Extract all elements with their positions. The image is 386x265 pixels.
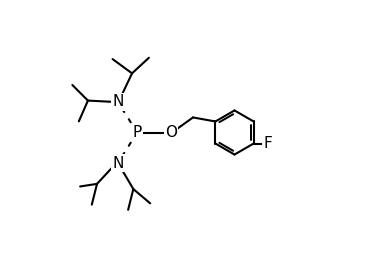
- Text: N: N: [112, 156, 124, 171]
- Text: P: P: [133, 125, 142, 140]
- Text: O: O: [165, 125, 177, 140]
- Text: N: N: [112, 94, 124, 109]
- Text: F: F: [264, 136, 272, 151]
